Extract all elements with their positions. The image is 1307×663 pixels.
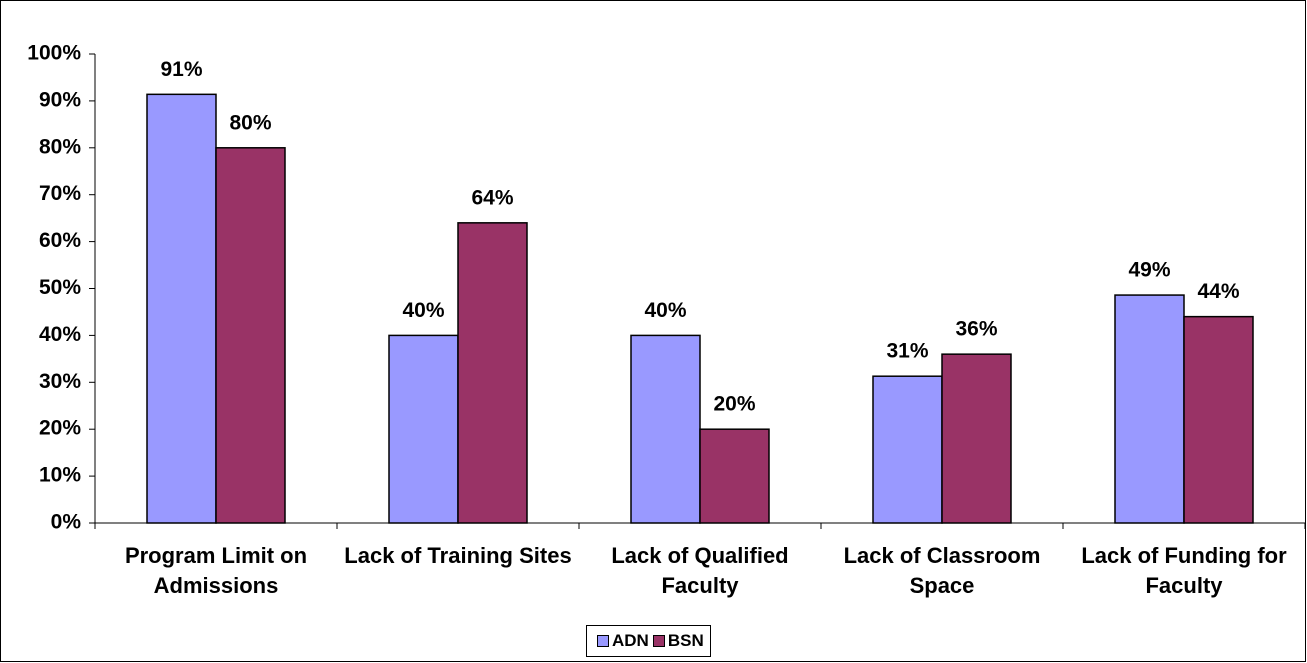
y-tick-label: 90% — [39, 88, 81, 111]
y-tick-label: 100% — [27, 42, 81, 65]
y-tick-label: 50% — [39, 276, 81, 299]
y-tick-label: 40% — [39, 323, 81, 346]
value-label: 31% — [886, 340, 928, 363]
value-label: 91% — [160, 58, 202, 81]
bar — [1114, 294, 1185, 524]
bar — [699, 428, 770, 524]
x-tick-label: Lack of Qualified Faculty — [611, 543, 789, 598]
value-label: 36% — [955, 318, 997, 341]
y-tick-label: 10% — [39, 464, 81, 487]
x-tick-label: Lack of Funding for Faculty — [1081, 543, 1287, 598]
value-label: 40% — [644, 299, 686, 322]
value-label: 40% — [402, 299, 444, 322]
value-label: 20% — [713, 393, 755, 416]
legend-swatch — [597, 635, 609, 647]
bar — [630, 334, 701, 524]
x-tick-label: Lack of Training Sites — [344, 543, 572, 568]
legend-swatch — [652, 635, 665, 647]
y-tick-label: 30% — [39, 370, 81, 393]
legend-label: BSN — [667, 631, 704, 650]
bar — [215, 147, 286, 524]
bar — [388, 334, 459, 524]
value-label: 44% — [1197, 280, 1239, 303]
value-label: 64% — [471, 186, 513, 209]
value-label: 49% — [1128, 259, 1170, 282]
legend-label: ADN — [612, 631, 649, 650]
value-label: 80% — [229, 111, 271, 134]
y-tick-label: 60% — [39, 229, 81, 252]
bar — [457, 222, 528, 524]
y-tick-label: 70% — [39, 182, 81, 205]
bar — [146, 93, 217, 524]
bar — [872, 375, 943, 524]
bar — [1183, 315, 1254, 524]
legend: ADN BSN — [586, 625, 711, 657]
y-tick-label: 0% — [51, 511, 82, 534]
x-tick-label: Lack of Classroom Space — [843, 543, 1041, 598]
y-tick-label: 20% — [39, 417, 81, 440]
bar — [941, 353, 1012, 524]
x-tick-label: Program Limit on Admissions — [124, 543, 308, 598]
y-tick-label: 80% — [39, 135, 81, 158]
